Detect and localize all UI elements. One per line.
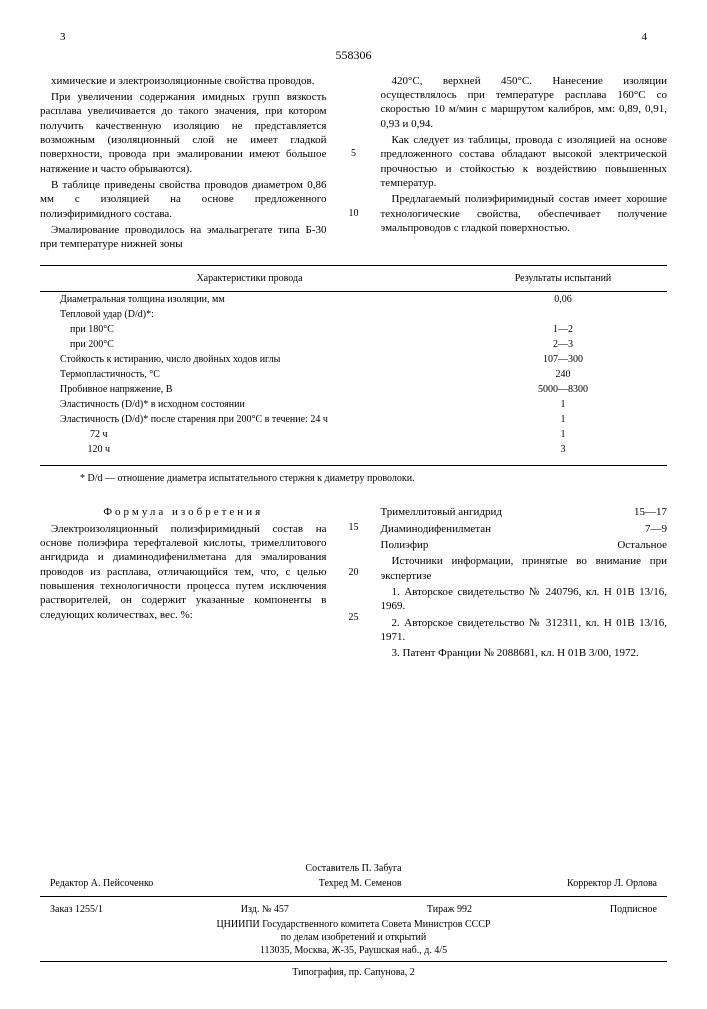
table-cell: 120 ч [40,442,459,457]
techred: Техред М. Семенов [319,877,402,890]
table-cell: 3 [459,442,667,457]
table-row: при 200°С2—3 [40,337,667,352]
line-marker: 20 [347,550,361,595]
ingredient-row: Полиэфир Остальное [381,538,668,552]
sources-title: Источники информации, принятые во вниман… [381,554,668,583]
table-row: 120 ч3 [40,442,667,457]
page-numbers: 3 4 [40,30,667,44]
source-item: 2. Авторское свидетельство № 312311, кл.… [381,616,668,645]
table-row: 72 ч1 [40,427,667,442]
table-row: Эластичность (D/d)* в исходном состоянии… [40,397,667,412]
table-cell: 1 [459,397,667,412]
right-column: 420°С, верхней 450°С. Нанесение изоляции… [381,74,668,254]
formula-title: Формула изобретения [40,505,327,519]
body-text: Как следует из таблицы, провода с изоляц… [381,133,668,190]
compiler: Составитель П. Забуга [40,862,667,875]
line-marker: 15 [347,505,361,550]
left-column: Формула изобретения Электроизоляционный … [40,505,327,662]
table-cell: при 180°С [40,322,459,337]
line-number-gutter: 15 20 25 [347,505,361,662]
right-column: Тримеллитовый ангидрид 15—17 Диаминодифени… [381,505,668,662]
body-text: В таблице приведены свойства проводов ди… [40,178,327,221]
body-text: Эмалирование проводилось на эмальагрегат… [40,223,327,252]
table-cell: 5000—8300 [459,382,667,397]
table-cell: Эластичность (D/d)* в исходном состоянии [40,397,459,412]
table-cell: 2—3 [459,337,667,352]
table-row: при 180°С1—2 [40,322,667,337]
table-row: Диаметральная толщина изоляции, мм0,06 [40,292,667,308]
table-row: Термопластичность, °С240 [40,367,667,382]
table-header: Характеристики провода [40,266,459,292]
table-cell: 0,06 [459,292,667,308]
table-cell: 72 ч [40,427,459,442]
ingredient-value: Остальное [617,538,667,552]
source-item: 1. Авторское свидетельство № 240796, кл.… [381,585,668,614]
order: Заказ 1255/1 [50,903,103,916]
line-marker: 10 [347,184,361,244]
ingredient-value: 15—17 [634,505,667,519]
page-number-left: 3 [40,30,344,44]
document-number: 558306 [40,48,667,64]
credits-row: Редактор А. Пейсоченко Техред М. Семенов… [40,875,667,892]
ingredient-row: Тримеллитовый ангидрид 15—17 [381,505,668,519]
table-cell: Тепловой удар (D/d)*: [40,307,459,322]
top-columns: химические и электроизоляционные свойств… [40,74,667,254]
line-marker: 5 [347,124,361,184]
printer: Типография, пр. Сапунова, 2 [40,966,667,979]
line-number-gutter: 5 10 [347,74,361,254]
imprint-row: Заказ 1255/1 Изд. № 457 Тираж 992 Подпис… [40,901,667,918]
bottom-columns: Формула изобретения Электроизоляционный … [40,505,667,662]
table-cell: 1 [459,412,667,427]
ingredient-name: Тримеллитовый ангидрид [381,505,503,519]
line-marker: 25 [347,595,361,640]
org-line: по делам изобретений и открытий [40,931,667,944]
table-cell: Эластичность (D/d)* после старения при 2… [40,412,459,427]
table-cell: 240 [459,367,667,382]
footer: Составитель П. Забуга Редактор А. Пейсоч… [40,862,667,979]
table-row: Тепловой удар (D/d)*: [40,307,667,322]
body-text: 420°С, верхней 450°С. Нанесение изоляции… [381,74,668,131]
table-cell: Стойкость к истиранию, число двойных ход… [40,352,459,367]
table-row: Стойкость к истиранию, число двойных ход… [40,352,667,367]
ingredient-name: Полиэфир [381,538,429,552]
body-text: Предлагаемый полиэфиримидный состав имее… [381,192,668,235]
table-row: Эластичность (D/d)* после старения при 2… [40,412,667,427]
subscription: Подписное [610,903,657,916]
body-text: химические и электроизоляционные свойств… [40,74,327,88]
issue: Изд. № 457 [241,903,289,916]
formula-body: Электроизоляционный полиэфиримидный сост… [40,522,327,622]
table-cell: Диаметральная толщина изоляции, мм [40,292,459,308]
body-text: При увеличении содержания имидных групп … [40,90,327,176]
table-cell: 1—2 [459,322,667,337]
table-cell: Термопластичность, °С [40,367,459,382]
table-header: Результаты испытаний [459,266,667,292]
table-row: Пробивное напряжение, В5000—8300 [40,382,667,397]
ingredient-row: Диаминодифенилметан 7—9 [381,522,668,536]
table-cell: Пробивное напряжение, В [40,382,459,397]
left-column: химические и электроизоляционные свойств… [40,74,327,254]
ingredient-value: 7—9 [645,522,667,536]
results-table: Характеристики провода Результаты испыта… [40,265,667,457]
corrector: Корректор Л. Орлова [567,877,657,890]
editor: Редактор А. Пейсоченко [50,877,153,890]
page-number-right: 4 [364,30,668,44]
table-cell [459,307,667,322]
source-item: 3. Патент Франции № 2088681, кл. Н 01В 3… [381,646,668,660]
ingredient-name: Диаминодифенилметан [381,522,492,536]
table-cell: 107—300 [459,352,667,367]
table-cell: 1 [459,427,667,442]
table-cell: при 200°С [40,337,459,352]
table-footnote: * D/d — отношение диаметра испытательног… [40,465,667,485]
copies: Тираж 992 [427,903,472,916]
address: 113035, Москва, Ж-35, Раушская наб., д. … [40,944,667,957]
org-line: ЦНИИПИ Государственного комитета Совета … [40,918,667,931]
